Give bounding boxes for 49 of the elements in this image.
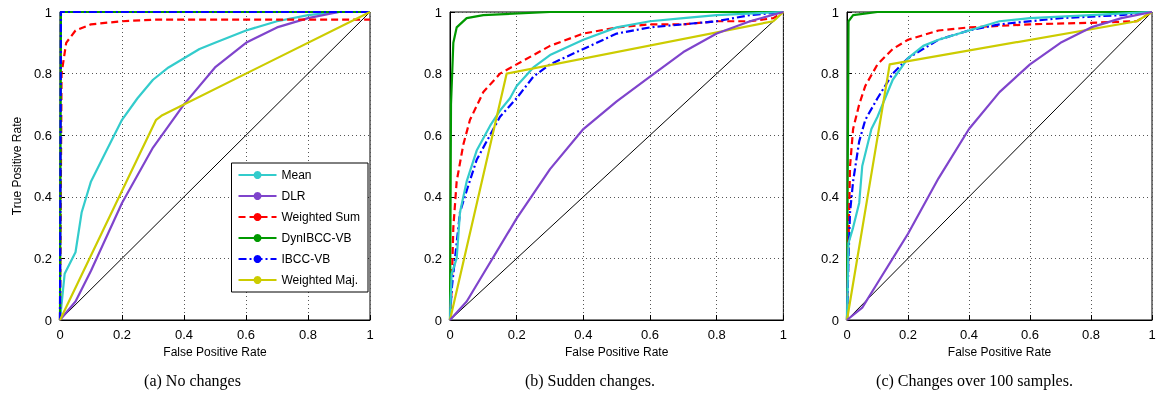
x-tick-label: 0.4 (959, 327, 979, 342)
x-tick-label: 0 (56, 327, 64, 342)
y-tick-label: 1 (44, 4, 52, 20)
x-tick-label: 0.8 (707, 327, 726, 342)
x-tick-label: 0 (843, 327, 851, 342)
x-tick-label: 0.2 (507, 327, 526, 342)
x-tick-label: 0.6 (1020, 327, 1040, 342)
y-tick-label: 0.4 (820, 189, 839, 205)
text: (a) No changes (144, 371, 241, 390)
x-tick-label: 0.4 (574, 327, 593, 342)
y-tick-label: 0.8 (423, 66, 442, 82)
text: (c) Changes over 100 samples. (876, 371, 1073, 390)
x-tick-label: 1 (366, 327, 374, 342)
y-tick-label: 0.6 (820, 127, 839, 143)
legend-label: DLR (281, 189, 306, 203)
y-tick-label: 0.6 (423, 127, 442, 143)
y-tick-label: 1 (831, 4, 839, 20)
x-tick-label: 0.2 (898, 327, 918, 342)
y-tick-label: 0 (44, 312, 52, 328)
y-tick-label: 0.2 (423, 250, 442, 266)
text: (b) Sudden changes. (524, 371, 656, 390)
y-tick-label: 0.8 (33, 66, 52, 82)
x-axis-title: False Positive Rate (163, 344, 268, 359)
legend-label: IBCC-VB (281, 252, 331, 266)
legend-label: Mean (281, 168, 312, 182)
x-tick-label: 0.8 (298, 327, 318, 342)
x-tick-label: 0.2 (112, 327, 132, 342)
x-tick-label: 1 (779, 327, 787, 342)
x-axis-title: False Positive Rate (947, 344, 1052, 359)
y-tick-label: 0.4 (33, 189, 52, 205)
x-tick-label: 0 (446, 327, 454, 342)
y-tick-label: 0.6 (33, 127, 52, 143)
x-tick-label: 1 (1148, 327, 1156, 342)
y-axis-title: True Positive Rate (10, 116, 25, 216)
x-axis-title: False Positive Rate (565, 344, 669, 359)
y-tick-label: 0.2 (820, 250, 839, 266)
x-tick-label: 0.8 (1081, 327, 1101, 342)
y-tick-label: 0.8 (820, 66, 839, 82)
x-tick-label: 0.6 (236, 327, 256, 342)
y-tick-label: 0 (831, 312, 839, 328)
y-tick-label: 0.2 (33, 250, 52, 266)
x-tick-label: 0.6 (640, 327, 660, 342)
y-tick-label: 0.4 (423, 189, 442, 205)
legend-label: DynIBCC-VB (281, 231, 352, 245)
legend-label: Weighted Sum (281, 210, 361, 224)
y-tick-label: 1 (434, 4, 442, 20)
legend-label: Weighted Maj. (281, 273, 358, 287)
y-tick-label: 0 (434, 312, 442, 328)
x-tick-label: 0.4 (174, 327, 194, 342)
